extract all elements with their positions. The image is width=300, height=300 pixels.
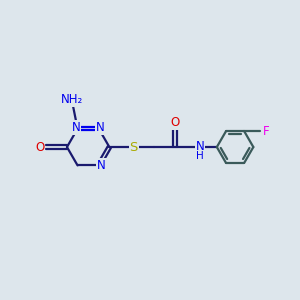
Text: F: F	[263, 125, 270, 138]
Text: N: N	[97, 159, 106, 172]
Text: H: H	[196, 152, 204, 161]
Text: N: N	[96, 121, 105, 134]
Text: O: O	[35, 141, 44, 154]
Text: N: N	[196, 140, 204, 153]
Text: NH₂: NH₂	[61, 93, 83, 106]
Text: O: O	[170, 116, 179, 129]
Text: N: N	[72, 121, 80, 134]
Text: S: S	[130, 141, 138, 154]
